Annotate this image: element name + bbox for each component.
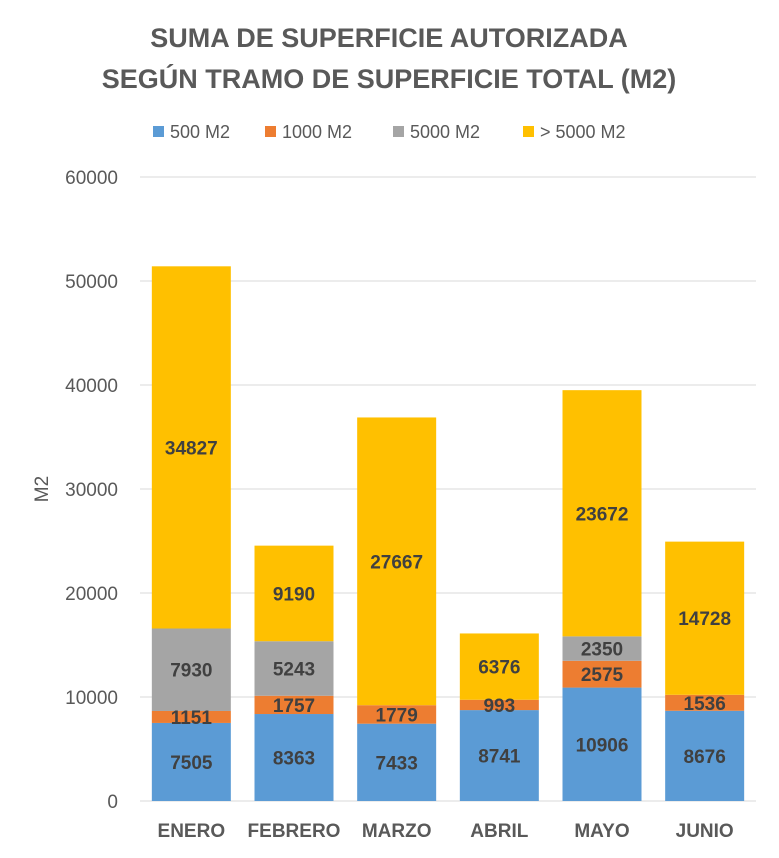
y-tick-label-20000: 20000 (65, 584, 118, 605)
x-category-junio: JUNIO (676, 821, 734, 842)
data-label-febrero-series-3: 9190 (273, 584, 315, 605)
chart-title-line-2: SEGÚN TRAMO DE SUPERFICIE TOTAL (M2) (102, 63, 677, 94)
x-category-enero: ENERO (158, 821, 226, 842)
bar-mayo-series-3 (562, 390, 642, 637)
y-tick-label-30000: 30000 (65, 480, 118, 501)
bar-febrero-series-2 (254, 641, 334, 696)
bar-febrero-series-3 (254, 545, 334, 642)
bar-abril-series-0 (459, 710, 539, 801)
bar-enero-series-3 (151, 266, 231, 629)
data-label-mayo-series-2: 2350 (581, 640, 623, 661)
data-label-mayo-series-0: 10906 (576, 735, 629, 756)
bar-abril-series-3 (459, 633, 539, 700)
bar-enero-series-0 (151, 722, 231, 801)
data-label-abril-series-0: 8741 (478, 747, 521, 768)
data-label-junio-series-1: 1536 (684, 694, 726, 715)
y-tick-label-60000: 60000 (65, 168, 118, 189)
bar-mayo-series-2 (562, 636, 642, 661)
y-tick-label-0: 0 (107, 792, 118, 813)
data-label-marzo-series-1: 1779 (376, 705, 418, 726)
x-category-abril: ABRIL (470, 821, 528, 842)
chart-legend: 500 M2 1000 M2 5000 M2 > 5000 M2 (153, 122, 626, 142)
y-tick-label-50000: 50000 (65, 272, 118, 293)
data-labels: 7505 1151 7930 34827 8363 1757 5243 9190 7433 177… (165, 438, 731, 774)
legend-swatch-0 (153, 126, 164, 137)
bar-enero-series-1 (151, 710, 231, 723)
data-label-mayo-series-1: 2575 (581, 665, 624, 686)
data-label-enero-series-3: 34827 (165, 438, 218, 459)
bar-febrero-series-1 (254, 695, 334, 715)
x-category-mayo: MAYO (574, 821, 629, 842)
data-label-marzo-series-0: 7433 (376, 753, 418, 774)
x-axis: ENERO FEBRERO MARZO ABRIL MAYO JUNIO (158, 821, 734, 842)
bar-marzo-series-0 (357, 723, 437, 801)
bar-enero-series-2 (151, 628, 231, 711)
bar-abril-series-1 (459, 699, 539, 711)
bar-marzo-series-1 (357, 705, 437, 724)
legend-label-0: 500 M2 (170, 122, 230, 142)
chart-title-line-1: SUMA DE SUPERFICIE AUTORIZADA (150, 23, 628, 53)
data-label-mayo-series-3: 23672 (576, 504, 629, 525)
x-category-marzo: MARZO (362, 821, 432, 842)
y-tick-label-40000: 40000 (65, 376, 118, 397)
y-axis: 0 10000 20000 30000 40000 50000 60000 (65, 168, 118, 813)
bar-junio-series-3 (665, 541, 745, 695)
data-label-abril-series-1: 993 (483, 696, 515, 717)
data-label-junio-series-3: 14728 (678, 609, 731, 630)
gridlines (140, 176, 756, 802)
bar-febrero-series-0 (254, 714, 334, 801)
bar-junio-series-0 (665, 710, 745, 801)
data-label-abril-series-3: 6376 (478, 658, 520, 679)
x-category-febrero: FEBRERO (248, 821, 341, 842)
data-label-enero-series-2: 7930 (170, 661, 212, 682)
data-label-febrero-series-2: 5243 (273, 659, 315, 680)
legend-label-1: 1000 M2 (282, 122, 352, 142)
bar-marzo-series-3 (357, 417, 437, 706)
bar-junio-series-1 (665, 694, 745, 711)
data-label-enero-series-0: 7505 (170, 753, 213, 774)
bar-mayo-series-1 (562, 660, 642, 688)
bar-mayo-series-0 (562, 687, 642, 801)
y-tick-label-10000: 10000 (65, 688, 118, 709)
data-label-enero-series-1: 1151 (171, 708, 213, 729)
bars (151, 266, 745, 801)
legend-label-2: 5000 M2 (410, 122, 480, 142)
data-label-junio-series-0: 8676 (684, 747, 726, 768)
data-label-febrero-series-1: 1757 (273, 696, 315, 717)
legend-swatch-1 (265, 126, 276, 137)
legend-swatch-3 (523, 126, 534, 137)
legend-label-3: > 5000 M2 (540, 122, 626, 142)
data-label-febrero-series-0: 8363 (273, 749, 315, 770)
legend-swatch-2 (393, 126, 404, 137)
y-axis-label: M2 (32, 476, 53, 502)
data-label-marzo-series-3: 27667 (370, 552, 423, 573)
